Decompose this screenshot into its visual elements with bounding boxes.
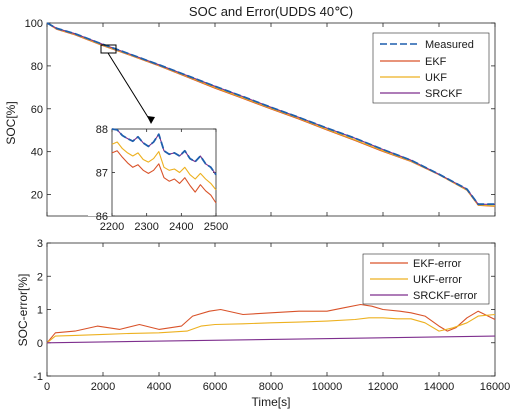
x-ticks-error: 0 2000 4000 6000 8000 10000 12000 14000 16000 bbox=[44, 243, 510, 393]
inset-x-ticks: 2200 2300 2400 2500 bbox=[100, 129, 228, 233]
error-x-tick-label: 12000 bbox=[368, 381, 399, 393]
y-ticks-error: -1 0 1 2 3 bbox=[33, 238, 495, 383]
soc-y-tick-label: 80 bbox=[31, 61, 43, 73]
inset-y-tick-label: 87 bbox=[96, 168, 108, 180]
chart-title: SOC and Error(UDDS 40℃) bbox=[189, 4, 353, 19]
error-x-tick-label: 6000 bbox=[203, 381, 227, 393]
error-y-tick-label: 2 bbox=[37, 271, 43, 283]
series-lines-error bbox=[46, 303, 496, 344]
y-ticks-soc: 20 40 60 80 100 bbox=[25, 18, 495, 202]
error-series-line-srckf-error bbox=[46, 335, 496, 344]
inset-x-tick-label: 2200 bbox=[100, 221, 124, 233]
inset-y-tick-label: 86 bbox=[96, 211, 108, 223]
soc-y-tick-label: 100 bbox=[25, 18, 43, 30]
error-x-tick-label: 14000 bbox=[424, 381, 455, 393]
soc-y-tick-label: 60 bbox=[31, 104, 43, 116]
error-x-tick-label: 8000 bbox=[259, 381, 283, 393]
legend-label-measured: Measured bbox=[425, 39, 474, 51]
inset-x-tick-label: 2300 bbox=[134, 221, 158, 233]
y-axis-label-soc: SOC[%] bbox=[4, 101, 18, 144]
error-x-tick-label: 2000 bbox=[91, 381, 115, 393]
inset-y-tick-label: 88 bbox=[96, 124, 108, 136]
inset-plot-frame bbox=[111, 128, 217, 217]
inset-x-tick-label: 2500 bbox=[204, 221, 228, 233]
soc-y-tick-label: 40 bbox=[31, 147, 43, 159]
inset-x-tick-label: 2400 bbox=[169, 221, 193, 233]
error-x-tick-label: 16000 bbox=[480, 381, 511, 393]
legend-label-ekf-error: EKF-error bbox=[413, 258, 462, 270]
error-x-tick-label: 0 bbox=[44, 381, 50, 393]
inset-series-line-measured bbox=[111, 128, 217, 176]
error-series-line-ekf-error bbox=[46, 303, 496, 344]
legend-label-ekf: EKF bbox=[425, 56, 447, 68]
inset-zoom-chart: 86 87 88 2200 2300 2400 2500 bbox=[88, 124, 228, 233]
inset-series-line-ekf bbox=[111, 150, 217, 204]
x-axis-label: Time[s] bbox=[252, 395, 291, 409]
zoom-arrow-line bbox=[107, 52, 152, 123]
error-x-tick-label: 4000 bbox=[147, 381, 171, 393]
legend-label-srckf-error: SRCKF-error bbox=[413, 290, 478, 302]
zoom-arrow-head bbox=[147, 116, 155, 124]
legend-soc: Measured EKF UKF SRCKF bbox=[372, 32, 490, 104]
legend-label-srckf: SRCKF bbox=[425, 88, 463, 100]
error-y-tick-label: 1 bbox=[37, 305, 43, 317]
error-y-tick-label: 0 bbox=[37, 338, 43, 350]
inset-y-ticks: 86 87 88 bbox=[96, 124, 216, 223]
soc-y-tick-label: 20 bbox=[31, 190, 43, 202]
legend-label-ukf: UKF bbox=[425, 72, 447, 84]
error-x-tick-label: 10000 bbox=[312, 381, 343, 393]
legend-label-ukf-error: UKF-error bbox=[413, 274, 462, 286]
error-series-line-ukf-error bbox=[46, 313, 496, 344]
inset-series-line-ukf bbox=[111, 141, 217, 191]
legend-error: EKF-error UKF-error SRCKF-error bbox=[362, 253, 490, 305]
error-y-tick-label: -1 bbox=[33, 371, 43, 383]
error-y-tick-label: 3 bbox=[37, 238, 43, 250]
soc-chart: SOC and Error(UDDS 40℃) SOC[%] 20 40 60 80 1… bbox=[4, 4, 496, 217]
inset-series-lines bbox=[111, 128, 217, 204]
soc-series-line-measured bbox=[46, 22, 495, 206]
y-axis-label-error: SOC-error[%] bbox=[16, 274, 30, 347]
